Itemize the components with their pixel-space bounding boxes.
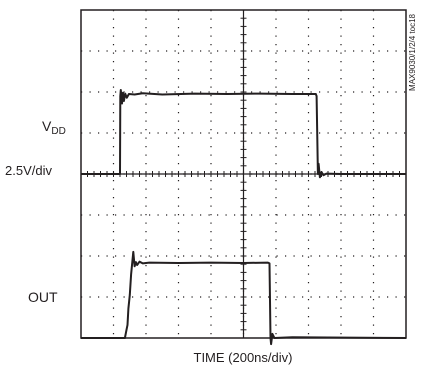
traces [81, 89, 407, 346]
scale-label: 2.5V/div [5, 163, 52, 178]
trace-vdd [81, 89, 406, 179]
out-label: OUT [28, 289, 58, 305]
x-axis-label: TIME (200ns/div) [194, 350, 293, 365]
vdd-label-sub: DD [51, 126, 65, 137]
vdd-label: VDD [42, 118, 66, 137]
vdd-label-main: V [42, 118, 52, 134]
trace-out [81, 250, 407, 346]
figure-id-label: MAX9030/1/2/4 toc18 [408, 13, 417, 90]
